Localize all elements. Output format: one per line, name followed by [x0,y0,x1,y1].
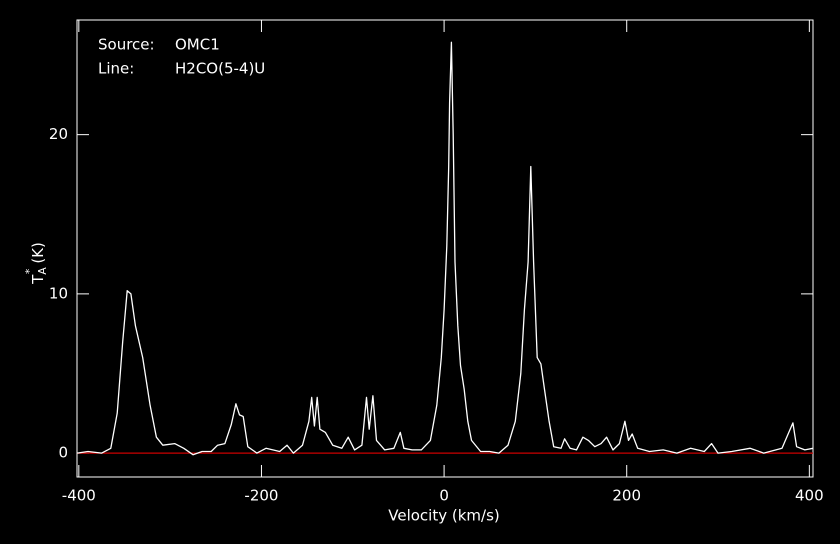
y-label-sub: A [36,267,49,275]
y-label-main: T [29,274,47,285]
x-tick-label: 0 [439,487,449,505]
y-axis-label: TA* (K) [23,242,49,285]
y-tick-label: 10 [49,284,68,302]
y-label-unit: (K) [29,242,47,264]
spectrum-line [76,41,814,456]
x-tick-label: 400 [795,487,824,505]
annotation-label: Source: [98,36,155,54]
y-tick-label: 0 [58,444,68,462]
x-tick-label: -200 [244,487,278,505]
x-tick-label: 200 [612,487,641,505]
x-tick-label: -400 [62,487,96,505]
x-axis-label: Velocity (km/s) [388,507,499,525]
y-label-sup: * [23,268,36,274]
annotation-text: OMC1 [175,36,220,54]
annotation-label: Line: [98,60,134,78]
plot-frame [76,19,814,478]
annotation-text: H2CO(5-4)U [175,60,265,78]
y-tick-label: 20 [49,125,68,143]
